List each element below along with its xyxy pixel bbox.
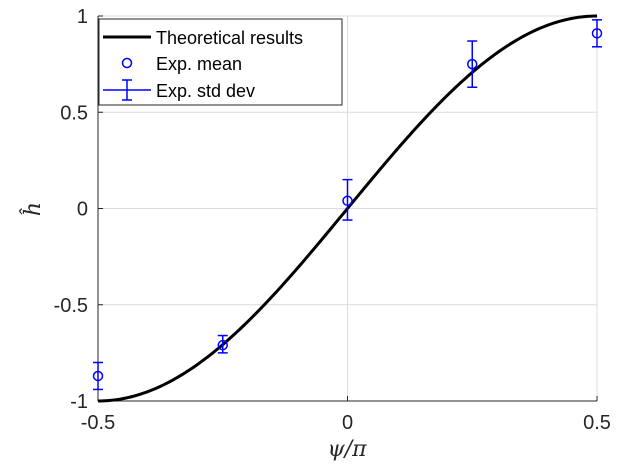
legend-errorbar-symbol	[103, 79, 151, 101]
errorbar-0	[93, 361, 103, 391]
mean-point-3	[467, 58, 478, 70]
mean-point-1	[217, 339, 228, 351]
x-tick-label-0: -0.5	[81, 412, 115, 434]
legend-label-stddev: Exp. std dev	[156, 81, 255, 101]
marker-layer	[92, 28, 603, 382]
legend: Theoretical results Exp. mean Exp. std d…	[98, 18, 343, 106]
x-tick-label-2: 0.5	[583, 412, 611, 434]
errorbar-2	[342, 178, 353, 221]
legend-label-theoretical: Theoretical results	[156, 28, 303, 48]
y-tick-label-3: 0.5	[60, 102, 88, 124]
y-tick-label-2: 0	[77, 199, 88, 221]
x-tick-label-1: 0	[342, 412, 353, 434]
x-axis-label: ψ/π	[327, 437, 367, 462]
legend-marker-mean	[121, 57, 133, 69]
axes	[97, 15, 598, 402]
tick-labels: -0.5 0 0.5-1-0.500.51	[54, 6, 611, 434]
y-tick-label-4: 1	[77, 6, 88, 28]
errorbar-4	[592, 19, 602, 48]
legend-label-mean: Exp. mean	[156, 54, 242, 74]
mean-point-0	[92, 370, 104, 382]
mean-point-2	[342, 195, 353, 207]
errorbar-layer	[93, 19, 602, 391]
y-axis-label: ĥ	[19, 202, 46, 216]
mean-point-4	[591, 28, 603, 39]
errorbar-3	[467, 40, 478, 88]
y-tick-label-1: -0.5	[54, 295, 88, 317]
y-tick-label-0: -1	[70, 391, 88, 413]
